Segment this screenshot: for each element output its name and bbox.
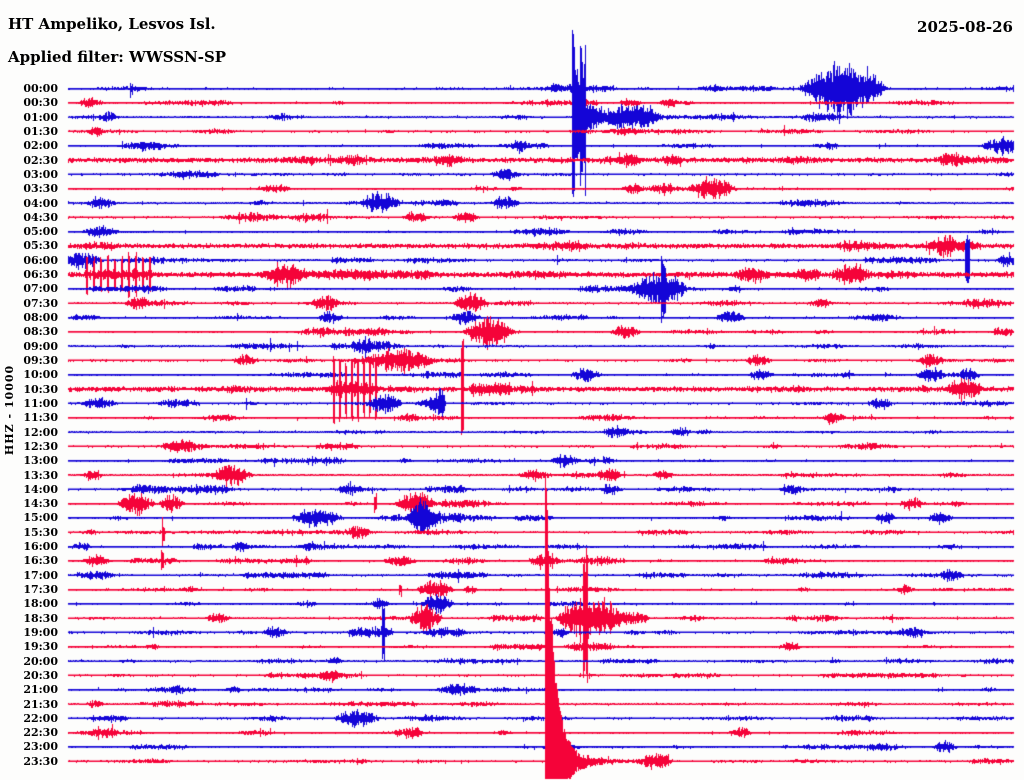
time-label: 03:30 <box>23 182 58 196</box>
time-label: 21:30 <box>23 697 58 711</box>
time-label: 19:30 <box>23 640 58 654</box>
time-label: 12:00 <box>23 425 58 439</box>
time-label: 21:00 <box>23 683 58 697</box>
time-label: 00:00 <box>23 82 58 95</box>
time-label: 05:30 <box>23 239 58 253</box>
time-label: 10:30 <box>23 382 58 396</box>
time-label: 22:30 <box>23 726 58 740</box>
time-label: 01:30 <box>23 124 58 138</box>
time-label: 23:30 <box>23 754 58 768</box>
time-label: 16:00 <box>23 540 58 554</box>
time-label: 03:00 <box>23 167 58 181</box>
time-label: 15:00 <box>23 511 58 525</box>
time-label: 18:30 <box>23 611 58 625</box>
time-label: 07:00 <box>23 282 58 296</box>
time-label: 04:00 <box>23 196 58 210</box>
time-label: 07:30 <box>23 296 58 310</box>
time-label: 06:30 <box>23 268 58 282</box>
time-label: 00:30 <box>23 96 58 110</box>
date-label: 2025-08-26 <box>917 18 1013 36</box>
time-label: 12:30 <box>23 439 58 453</box>
time-label: 22:00 <box>23 711 58 725</box>
time-label: 09:30 <box>23 353 58 367</box>
time-label: 17:30 <box>23 583 58 597</box>
time-label: 01:00 <box>23 110 58 124</box>
time-label: 20:00 <box>23 654 58 668</box>
time-label: 10:00 <box>23 368 58 382</box>
time-label: 02:00 <box>23 139 58 153</box>
time-label: 20:30 <box>23 668 58 682</box>
time-label: 23:00 <box>23 740 58 754</box>
time-label: 14:00 <box>23 482 58 496</box>
time-label: 15:30 <box>23 525 58 539</box>
time-label: 08:30 <box>23 325 58 339</box>
time-label: 16:30 <box>23 554 58 568</box>
time-label: 11:30 <box>23 411 58 425</box>
time-label: 04:30 <box>23 210 58 224</box>
time-label: 06:00 <box>23 253 58 267</box>
time-label: 14:30 <box>23 497 58 511</box>
time-label: 02:30 <box>23 153 58 167</box>
time-label: 18:00 <box>23 597 58 611</box>
time-label: 13:00 <box>23 454 58 468</box>
time-label: 17:00 <box>23 568 58 582</box>
time-label: 11:00 <box>23 396 58 410</box>
time-label: 13:30 <box>23 468 58 482</box>
station-title: HT Ampeliko, Lesvos Isl. <box>8 15 216 33</box>
filter-label: Applied filter: WWSSN-SP <box>8 48 227 66</box>
time-label: 19:00 <box>23 625 58 639</box>
time-label: 09:00 <box>23 339 58 353</box>
time-label: 05:00 <box>23 225 58 239</box>
time-label: 08:00 <box>23 311 58 325</box>
